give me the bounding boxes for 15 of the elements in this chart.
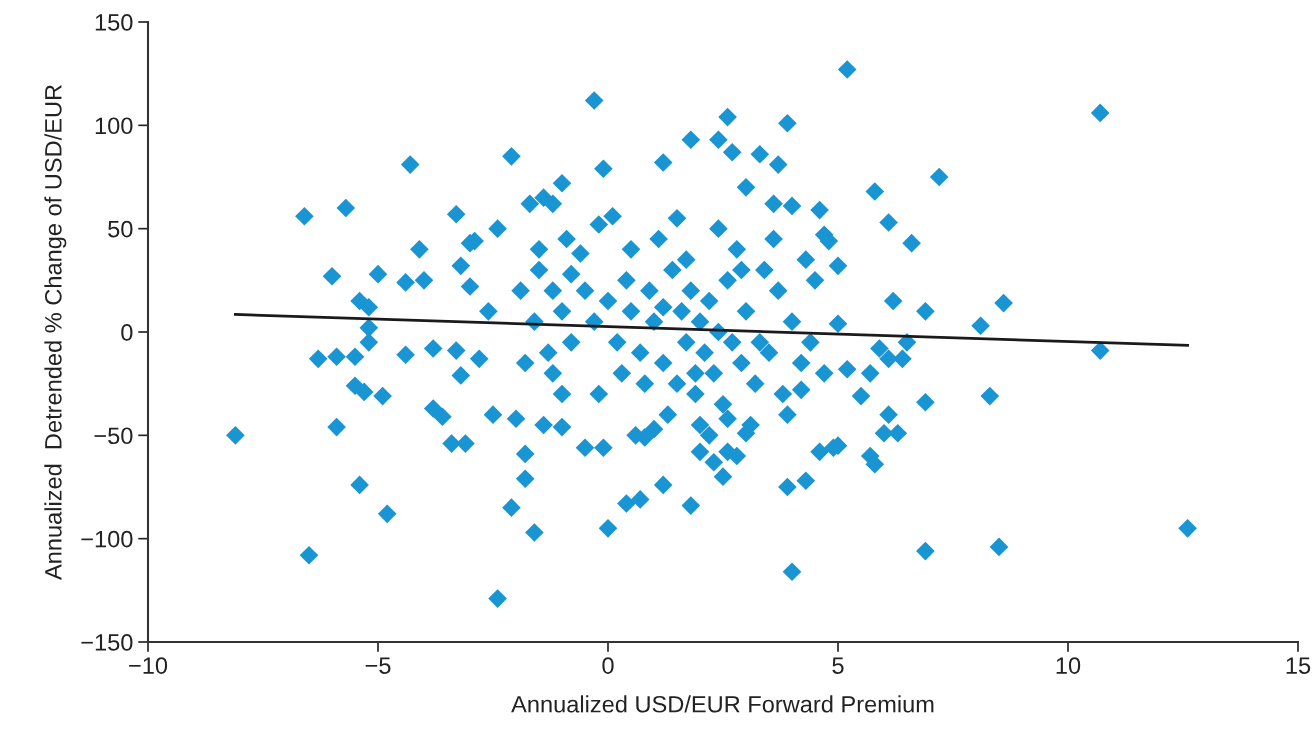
x-tick-label: 5 [832,657,844,674]
y-tick-label: −50 [94,427,133,445]
y-tick-label: −100 [81,530,133,548]
x-tick-label: 0 [602,657,614,674]
x-tick-label: −5 [365,657,391,674]
y-tick-label: −150 [81,634,133,651]
y-tick-label: 100 [95,117,133,135]
x-tick-label: 10 [1056,657,1081,674]
y-tick-label: 50 [108,220,133,238]
y-tick-label: 150 [95,14,133,31]
y-tick-label: 0 [121,324,133,341]
x-tick-label: −10 [129,657,168,674]
x-tick-label: 15 [1286,657,1311,674]
x-axis-title: Annualized USD/EUR Forward Premium [511,695,934,713]
y-axis-title: Annualized Detrended % Change of USD/EUR [44,85,67,580]
